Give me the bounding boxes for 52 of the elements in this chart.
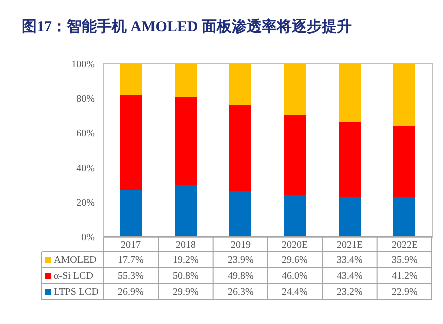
- bar: [175, 185, 197, 237]
- bar: [284, 64, 306, 116]
- bar: [120, 94, 142, 190]
- bar: [394, 197, 416, 237]
- bar: [175, 64, 197, 98]
- data-label: 33.4%: [337, 255, 363, 266]
- legend-label: α-Si LCD: [54, 271, 94, 282]
- bar: [120, 64, 142, 95]
- data-label: 24.4%: [282, 287, 308, 298]
- data-label: 26.3%: [228, 287, 254, 298]
- x-tick-label: 2022E: [392, 240, 418, 251]
- bar: [284, 194, 306, 237]
- bar: [339, 64, 361, 122]
- bar: [394, 64, 416, 126]
- bar: [284, 115, 306, 195]
- data-label: 26.9%: [118, 287, 144, 298]
- chart-title: 图17：智能手机 AMOLED 面板渗透率将逐步提升: [22, 17, 352, 36]
- data-label: 19.2%: [173, 255, 199, 266]
- legend-label: LTPS LCD: [54, 287, 99, 298]
- data-label: 23.2%: [337, 287, 363, 298]
- y-tick-label: 40%: [76, 163, 95, 174]
- data-label: 35.9%: [392, 255, 418, 266]
- x-tick-label: 2021E: [337, 240, 364, 251]
- bar: [339, 196, 361, 237]
- data-label: 43.4%: [337, 271, 363, 282]
- data-label: 29.9%: [173, 287, 199, 298]
- data-label: 50.8%: [173, 271, 199, 282]
- y-tick-label: 100%: [72, 60, 95, 70]
- x-tick-label: 2020E: [282, 240, 308, 251]
- x-tick-label: 2019: [231, 240, 251, 251]
- y-tick-label: 60%: [76, 128, 95, 140]
- data-label: 49.8%: [228, 271, 254, 282]
- bar: [230, 64, 252, 106]
- x-tick-label: 2017: [121, 240, 141, 251]
- data-label: 23.9%: [228, 255, 254, 266]
- data-label: 29.6%: [282, 255, 308, 266]
- bar: [120, 190, 142, 237]
- data-label: 17.7%: [118, 255, 144, 266]
- data-label: 41.2%: [392, 271, 418, 282]
- data-label: 22.9%: [392, 287, 418, 298]
- y-tick-label: 20%: [76, 198, 95, 209]
- bar: [230, 192, 252, 237]
- bar: [175, 97, 197, 186]
- bar: [230, 105, 252, 192]
- data-label: 55.3%: [118, 271, 144, 282]
- y-tick-label: 80%: [76, 94, 95, 106]
- bar: [339, 122, 361, 197]
- data-label: 46.0%: [282, 271, 308, 282]
- legend-label: AMOLED: [54, 255, 97, 266]
- y-tick-label: 0%: [82, 232, 95, 244]
- x-tick-label: 2018: [176, 240, 196, 251]
- bar: [394, 126, 416, 198]
